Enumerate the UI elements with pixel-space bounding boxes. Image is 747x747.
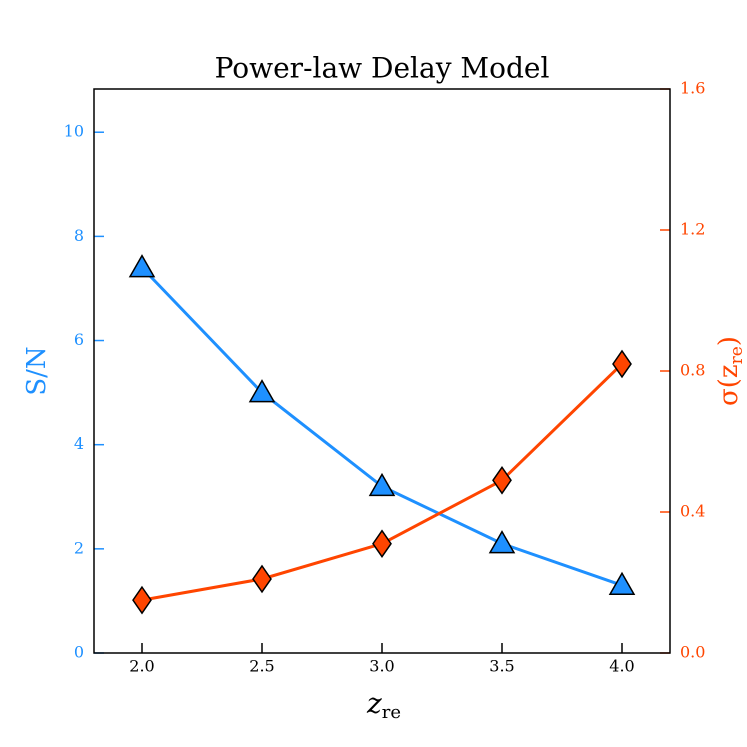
marker	[368, 472, 396, 497]
marker	[608, 571, 636, 596]
y2-label-sub: re	[727, 346, 747, 364]
x-tick-label: 2.5	[249, 657, 274, 676]
x-tick-label: 3.5	[489, 657, 514, 676]
y2-label-end: )	[714, 336, 744, 346]
marker	[488, 530, 516, 554]
y2-label-base: σ(z	[714, 364, 744, 406]
chart-title: Power-law Delay Model	[215, 52, 550, 85]
y2-tick-label: 0.8	[680, 361, 705, 380]
marker	[132, 585, 152, 615]
marker	[492, 465, 512, 495]
y-tick-label: 2	[74, 538, 84, 557]
plot-frame	[93, 88, 671, 654]
y-tick-label: 0	[74, 643, 84, 662]
x-label-base: z	[366, 687, 382, 720]
x-tick-label: 2.0	[129, 657, 154, 676]
y2-tick-label: 0.0	[680, 643, 705, 662]
x-tick-label: 4.0	[609, 657, 634, 676]
y-axis-label: S/N	[22, 346, 52, 395]
y-tick-label: 6	[74, 330, 84, 349]
x-axis-label: zre	[366, 687, 401, 724]
x-label-sub: re	[382, 702, 401, 723]
y-tick-label: 10	[64, 122, 84, 141]
y2-tick-label: 1.6	[680, 79, 705, 98]
y-tick-label: 8	[74, 226, 84, 245]
marker	[252, 564, 272, 594]
marker	[372, 529, 392, 559]
marker	[612, 349, 632, 379]
y-tick-label: 4	[74, 434, 84, 453]
y2-axis-label: σ(zre)	[714, 336, 747, 406]
y2-tick-label: 0.4	[680, 502, 705, 521]
y2-tick-label: 1.2	[680, 220, 705, 239]
x-tick-label: 3.0	[369, 657, 394, 676]
marker	[248, 379, 276, 403]
marker	[128, 254, 156, 278]
